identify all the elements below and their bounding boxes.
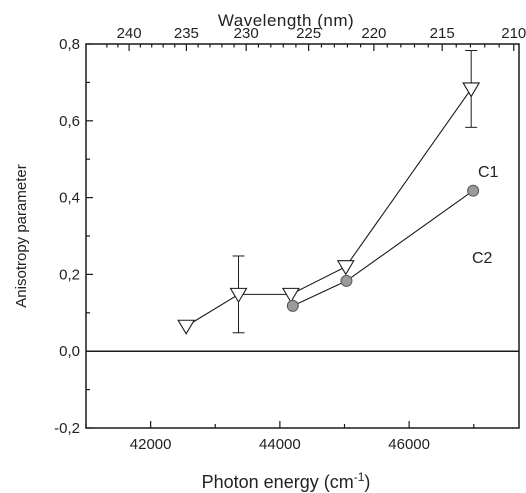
data-point-c1 bbox=[281, 287, 300, 304]
x-axis-title-main: Photon energy (cm bbox=[202, 472, 354, 492]
data-point-c1 bbox=[177, 319, 196, 335]
plot-frame bbox=[85, 43, 520, 429]
series-line-c2 bbox=[292, 190, 474, 307]
x2-tick-label: 235 bbox=[174, 25, 199, 42]
y-tick-label: 0,0 bbox=[59, 343, 80, 360]
series-lines bbox=[185, 88, 474, 327]
data-point-c1 bbox=[229, 287, 248, 304]
series-label-c2: C2 bbox=[472, 250, 493, 267]
x-axis-title-suffix: ) bbox=[364, 472, 370, 492]
data-point-c1 bbox=[336, 260, 355, 276]
x2-tick-label: 240 bbox=[117, 25, 142, 42]
series-line-c1 bbox=[185, 88, 472, 327]
data-markers bbox=[177, 82, 481, 335]
top-axis-title: Wavelength (nm) bbox=[218, 11, 354, 30]
error-bars bbox=[232, 50, 478, 334]
series-label-c1: C1 bbox=[478, 164, 499, 181]
data-point-c1 bbox=[462, 82, 481, 98]
x-axis-title-superscript: -1 bbox=[354, 470, 365, 484]
x-axis-title: Photon energy (cm-1) bbox=[202, 470, 371, 492]
y-tick-label: 0,4 bbox=[59, 190, 80, 207]
x-tick-label: 42000 bbox=[130, 436, 172, 453]
x2-tick-label: 210 bbox=[501, 25, 526, 42]
x2-tick-label: 220 bbox=[361, 25, 386, 42]
x2-tick-label: 230 bbox=[234, 25, 259, 42]
data-point-c2 bbox=[467, 184, 480, 197]
x2-tick-label: 215 bbox=[430, 25, 455, 42]
bottom-axis-ticks: 42000 44000 46000 bbox=[85, 421, 475, 453]
x-tick-label: 44000 bbox=[259, 436, 301, 453]
y-axis-title: Anisotropy parameter bbox=[13, 164, 30, 307]
y-tick-label: 0,8 bbox=[59, 36, 80, 53]
y-tick-label: 0,6 bbox=[59, 113, 80, 130]
data-point-c2 bbox=[340, 274, 353, 287]
y-tick-label: 0,2 bbox=[59, 266, 80, 283]
x2-tick-label: 225 bbox=[296, 25, 321, 42]
left-axis-ticks: -0,2 0,0 0,2 0,4 0,6 0,8 bbox=[54, 36, 93, 437]
top-axis-ticks: 240 235 230 225 220 215 210 bbox=[106, 25, 526, 51]
x-tick-label: 46000 bbox=[388, 436, 430, 453]
data-point-c2 bbox=[286, 299, 299, 312]
y-tick-label: -0,2 bbox=[54, 420, 80, 437]
